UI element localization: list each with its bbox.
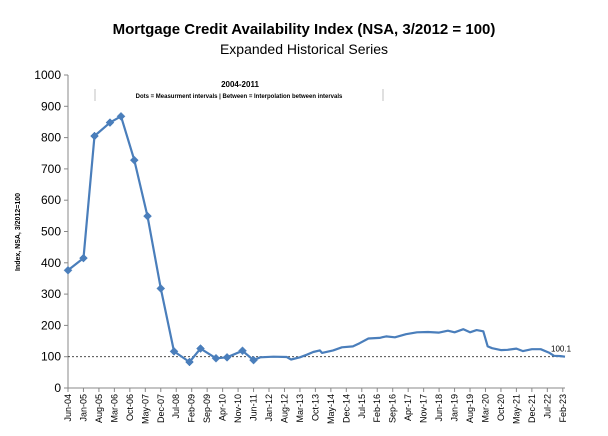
data-point-marker — [169, 347, 179, 356]
x-tick-label: Aug-05 — [94, 394, 104, 423]
data-point-marker — [129, 155, 139, 165]
x-tick-label: Dec-14 — [341, 394, 351, 423]
x-tick-label: Jul-08 — [171, 394, 181, 419]
data-point-marker — [63, 265, 73, 275]
y-tick-label: 800 — [41, 131, 61, 145]
series-markers — [63, 111, 258, 367]
x-tick-label: Jan-12 — [264, 394, 274, 422]
y-tick-label: 300 — [41, 287, 61, 301]
y-tick-label: 500 — [41, 225, 61, 239]
data-point-marker — [79, 253, 88, 263]
data-point-marker — [116, 111, 126, 121]
x-tick-label: Dec-07 — [156, 394, 166, 423]
y-tick-label: 0 — [54, 381, 61, 395]
data-point-marker — [196, 344, 205, 353]
y-tick-label: 400 — [41, 256, 61, 270]
series-line — [67, 115, 566, 364]
y-axis-label: Index, NSA, 3/2012=100 — [15, 193, 22, 271]
x-tick-label: Jan-19 — [450, 394, 460, 422]
data-point-marker — [185, 357, 194, 367]
data-point-marker — [238, 346, 247, 356]
y-tick-label: 100 — [41, 350, 61, 364]
x-tick-label: Feb-23 — [558, 394, 568, 423]
y-tick-label: 900 — [41, 99, 61, 113]
y-tick-label: 700 — [41, 162, 61, 176]
x-tick-label: Oct-06 — [125, 394, 135, 421]
x-tick-label: May-07 — [140, 394, 150, 424]
x-tick-label: Sep-09 — [202, 394, 212, 423]
x-tick-label: Aug-12 — [279, 394, 289, 423]
x-tick-label: Jun-04 — [63, 394, 73, 422]
x-tick-label: Apr-17 — [403, 394, 413, 421]
data-point-marker — [143, 211, 152, 221]
y-tick-label: 600 — [41, 193, 61, 207]
x-tick-label: Oct-20 — [496, 394, 506, 421]
data-point-marker — [249, 355, 258, 365]
x-tick-label: Mar-13 — [295, 394, 305, 423]
x-tick-label: Nov-10 — [233, 394, 243, 423]
x-tick-label: Oct-13 — [310, 394, 320, 421]
x-tick-label: Dec-21 — [527, 394, 537, 423]
x-tick-label: Feb-09 — [187, 394, 197, 423]
annotation-text: Dots = Measurment intervals | Between = … — [136, 94, 343, 100]
x-tick-label: Feb-16 — [372, 394, 382, 423]
annotation-heading: 2004-2011 — [221, 80, 259, 89]
x-tick-label: Sep-16 — [388, 394, 398, 423]
x-tick-label: May-14 — [326, 394, 336, 424]
x-tick-label: Jan-05 — [78, 394, 88, 422]
y-tick-label: 1000 — [34, 68, 61, 82]
data-point-marker — [90, 131, 99, 141]
y-axis: 0 100 200 300 400 500 600 700 800 900 1000 — [34, 68, 69, 395]
y-tick-label: 200 — [41, 318, 61, 332]
x-tick-label: Apr-10 — [218, 394, 228, 421]
end-value-label: 100.1 — [551, 345, 572, 354]
data-point-marker — [222, 352, 232, 362]
x-tick-label: Nov-17 — [419, 394, 429, 423]
x-tick-label: Jul-15 — [357, 394, 367, 419]
x-tick-label: May-21 — [511, 394, 521, 424]
x-tick-label: Mar-20 — [480, 394, 490, 423]
data-point-marker — [156, 284, 166, 293]
data-point-marker — [211, 353, 221, 363]
chart-title: Mortgage Credit Availability Index (NSA,… — [113, 21, 496, 38]
x-tick-label: Mar-06 — [109, 394, 119, 423]
data-point-marker — [105, 118, 115, 127]
x-tick-label: Aug-19 — [465, 394, 475, 423]
x-axis: Jun-04 Jan-05 Aug-05 Mar-06 Oct-06 May-07 Dec-… — [63, 387, 568, 424]
x-tick-label: Jun-18 — [434, 394, 444, 422]
chart-subtitle: Expanded Historical Series — [220, 41, 388, 57]
x-tick-label: Jul-22 — [542, 394, 552, 419]
x-tick-label: Jun-11 — [249, 394, 259, 421]
